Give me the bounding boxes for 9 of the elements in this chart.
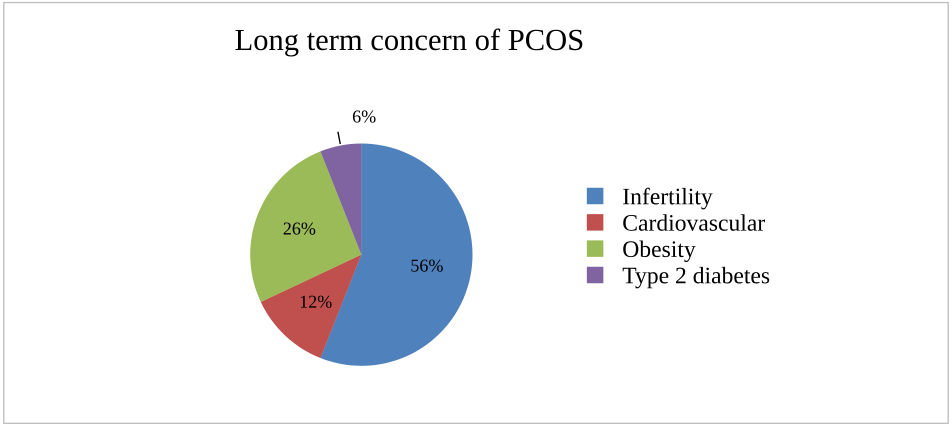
chart-title: Long term concern of PCOS bbox=[235, 28, 582, 57]
legend-label: Type 2 diabetes bbox=[622, 266, 770, 288]
legend-label: Cardiovascular bbox=[623, 214, 765, 231]
data-label: 6% bbox=[352, 110, 376, 123]
legend-label: Obesity bbox=[623, 240, 696, 262]
legend-label: Infertility bbox=[623, 188, 713, 210]
data-label: 12% bbox=[300, 296, 332, 308]
data-label: 56% bbox=[411, 260, 443, 272]
data-label: 26% bbox=[284, 222, 316, 235]
